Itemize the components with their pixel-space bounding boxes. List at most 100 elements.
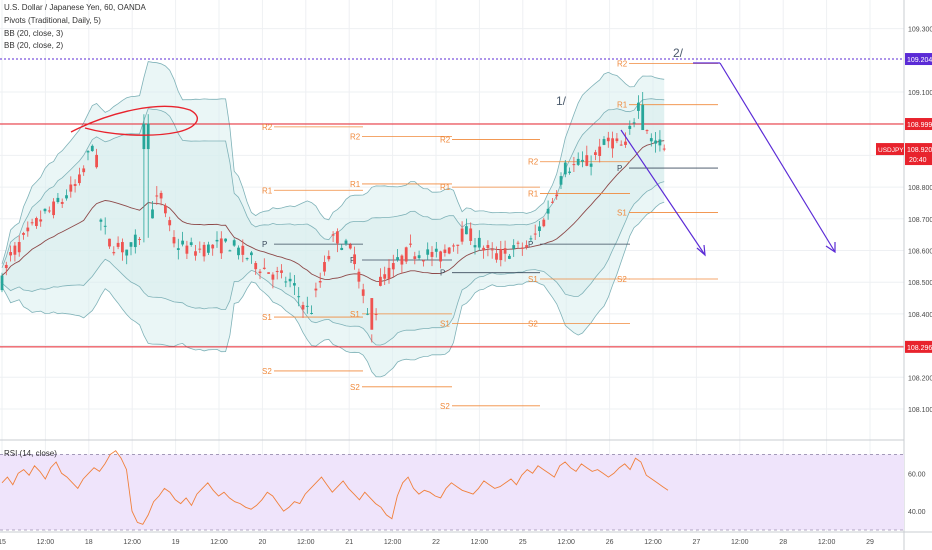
bb-3-lower [1,201,665,378]
price-tick-label: 109.300 [908,27,932,34]
arrow-2-head [825,242,836,254]
candle-body [224,238,227,242]
candle-body [86,151,90,153]
pivot-label: S1 [350,310,360,319]
candle-body [624,141,627,145]
candle-body [30,222,34,224]
candle-body [237,247,240,256]
candle-body [602,139,606,145]
candle-body [198,248,202,250]
candle-body [323,262,326,272]
highlight-ellipse[interactable] [70,105,198,136]
pivot-label: R2 [440,136,451,145]
candle-body [125,249,129,256]
rsi-tick-label: 60.00 [908,471,926,478]
candle-body [615,138,619,142]
legend-bb-3[interactable]: BB (20, close, 3) [4,29,64,38]
candle-body [194,251,197,256]
candle-body [430,251,434,257]
candle-body [529,238,533,240]
candle-body [645,130,649,132]
candle-body [594,152,597,156]
candle-body [473,245,477,248]
candle-body [207,244,210,253]
candle-body [662,148,666,150]
candle-body [232,240,236,246]
candle-body [22,233,25,235]
candle-body [314,288,318,291]
legend-rsi[interactable]: RSI (14, close) [4,449,57,458]
candle-body [606,137,610,142]
candle-body [185,245,189,254]
pivot-label: R1 [528,189,539,198]
pivot-label: S2 [350,383,360,392]
candle-body [155,195,159,197]
candle-body [632,122,636,124]
legend-pivots[interactable]: Pivots (Traditional, Daily, 5) [4,16,101,25]
candle-body [250,252,253,256]
pivot-label: P [350,256,355,265]
candle-body [0,275,4,291]
candle-body [108,238,111,247]
horizontal-lines[interactable] [0,58,904,348]
arrow-2-shaft[interactable] [719,62,836,253]
candle-body [9,252,12,256]
legend-bb-2[interactable]: BB (20, close, 2) [4,41,64,50]
price-tag-label: 109.204 [907,57,932,64]
candle-body [176,248,180,250]
time-tick-label: 26 [606,539,614,546]
time-tick-label: 29 [866,539,874,546]
candle-body [546,208,550,214]
candle-body [310,312,313,314]
candle-body [409,243,412,245]
candle-body [327,255,331,260]
candle-body [508,255,511,259]
candle-body [99,219,103,222]
candle-body [456,244,460,246]
candle-body [469,228,473,241]
candle-body [297,296,301,298]
annotation-1: 1/ [556,94,567,108]
candle-body [555,194,559,197]
pivot-label: R1 [617,101,628,110]
candle-body [138,238,141,240]
candle-body [331,234,335,236]
chart-title: U.S. Dollar / Japanese Yen, 60, OANDA [4,3,146,12]
rsi-pane: 60.00 40.00 [0,450,926,531]
candle-body [241,245,245,255]
arrow-1-shaft[interactable] [620,129,706,256]
time-axis[interactable]: 15 12:00 18 12:00 19 12:00 20 12:00 21 12:00 22 12:… [0,531,932,546]
price-tags: 109.204 108.999 108.296 USDJPY 108.920 20:40 [876,53,932,353]
candle-body [73,184,77,186]
candle-body [181,240,184,245]
candle-body [628,125,632,129]
candle-body [413,256,417,259]
candle-body [611,138,614,149]
candle-body [116,242,120,247]
pivot-label: S1 [528,275,538,284]
symbol-tag-label: USDJPY [878,147,904,154]
candle-body [262,267,266,269]
candle-body [52,201,55,216]
time-tick-label: 12:00 [123,539,141,546]
annotation-2: 2/ [673,46,684,60]
pivot-label: S2 [262,367,272,376]
candle-body [245,258,249,260]
candle-body [426,249,430,255]
time-tick-label: 12:00 [644,539,662,546]
candle-body [361,289,365,296]
drawings[interactable]: 1/ 2/ [70,46,836,257]
candle-body [598,146,602,156]
candle-body [422,260,425,262]
candle-body [568,171,571,173]
candle-body [443,249,447,253]
candle-body [69,184,73,192]
time-tick-label: 19 [172,539,180,546]
candle-body [460,228,464,242]
last-price-label: 108.920 [907,147,932,154]
candle-body [344,240,348,244]
candle-body [340,247,344,250]
pivot-label: R2 [350,132,361,141]
candle-body [434,248,438,252]
